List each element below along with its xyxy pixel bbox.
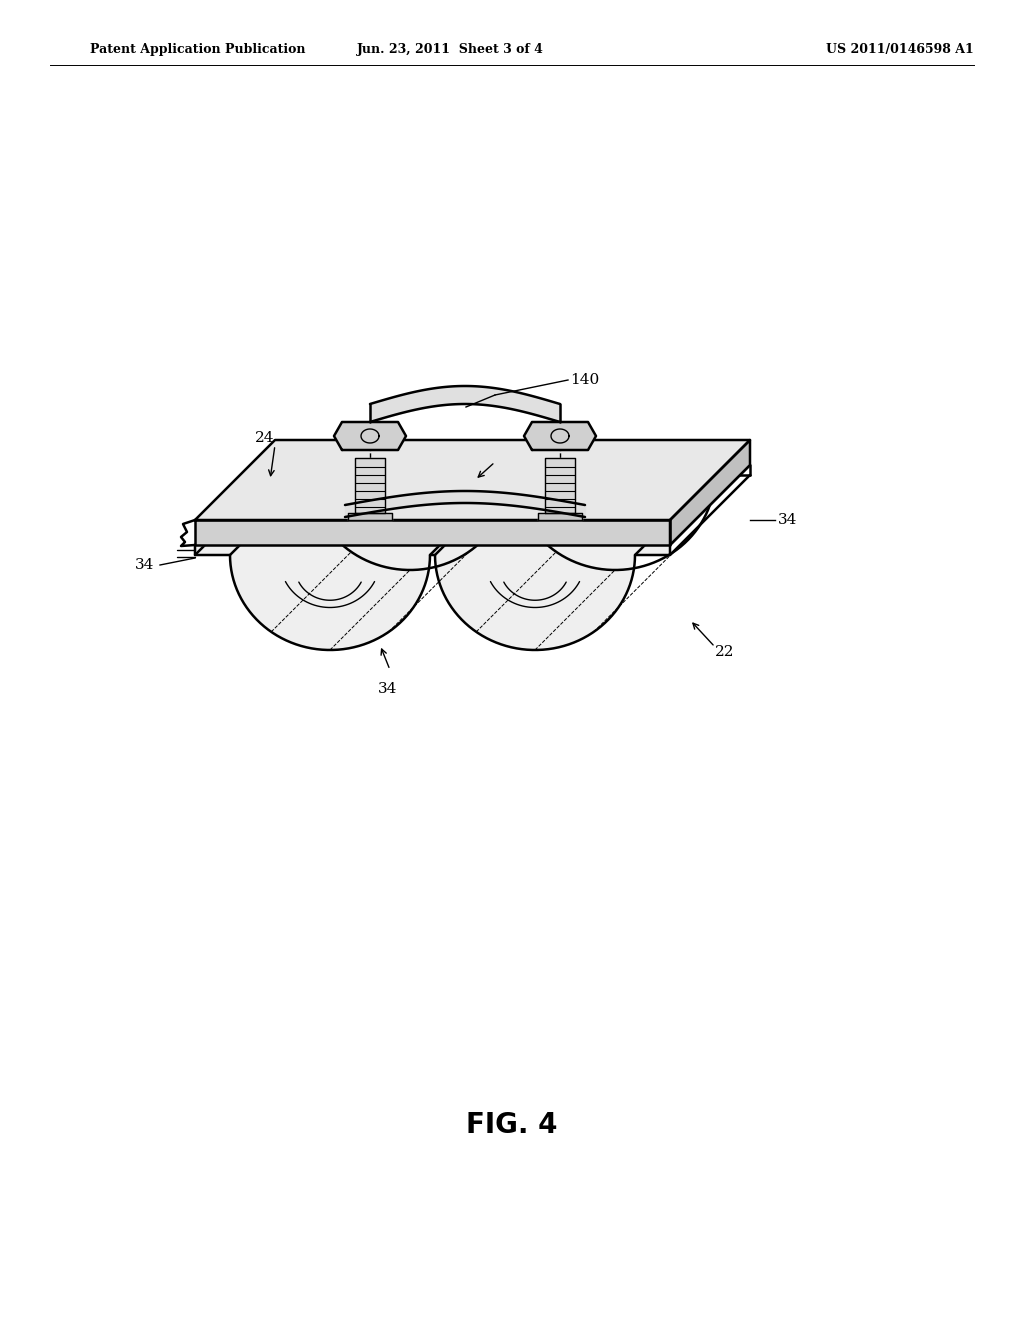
Text: 34: 34 [378,682,397,696]
Polygon shape [538,513,582,520]
Polygon shape [195,440,750,520]
Polygon shape [195,520,670,545]
Polygon shape [334,422,406,450]
Text: 138: 138 [495,447,524,462]
Text: 24: 24 [255,432,274,445]
Polygon shape [545,458,575,513]
Text: FIG. 4: FIG. 4 [466,1111,558,1139]
Text: Jun. 23, 2011  Sheet 3 of 4: Jun. 23, 2011 Sheet 3 of 4 [356,44,544,57]
Polygon shape [355,458,385,513]
Text: 34: 34 [778,513,798,527]
Polygon shape [670,440,750,545]
Polygon shape [524,422,596,450]
Text: 140: 140 [570,374,599,387]
Polygon shape [348,513,392,520]
Text: US 2011/0146598 A1: US 2011/0146598 A1 [826,44,974,57]
Text: 34: 34 [135,558,155,572]
Text: 22: 22 [715,645,734,659]
Text: Patent Application Publication: Patent Application Publication [90,44,305,57]
Polygon shape [195,545,670,649]
